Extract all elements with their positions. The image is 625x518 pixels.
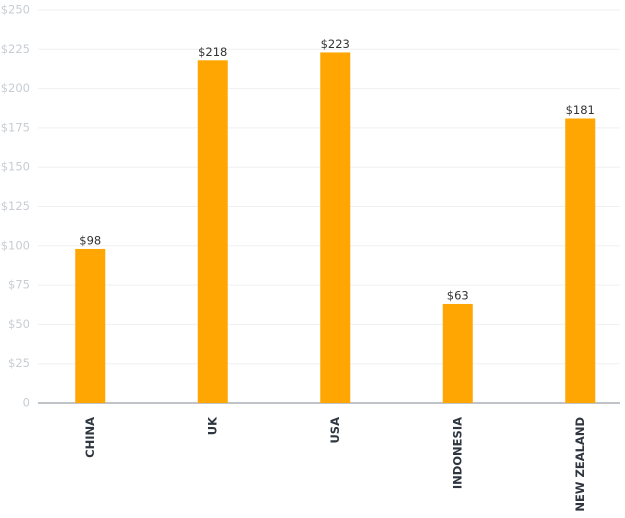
y-tick-label: $50 (8, 317, 30, 331)
y-tick-label: $175 (1, 120, 30, 134)
y-tick-label: $200 (1, 81, 30, 95)
value-label: $181 (566, 103, 595, 117)
x-tick-label: UK (205, 416, 219, 435)
y-tick-label: $25 (8, 356, 30, 370)
y-tick-label: $125 (1, 199, 30, 213)
value-label: $98 (79, 233, 101, 247)
bar (197, 60, 228, 403)
bar (442, 303, 473, 403)
y-tick-label: 0 (23, 396, 30, 410)
y-tick-label: $100 (1, 238, 30, 252)
x-tick-label: CHINA (83, 417, 97, 458)
y-tick-label: $250 (1, 3, 30, 17)
bar (565, 118, 596, 403)
y-tick-label: $75 (8, 278, 30, 292)
x-tick-label: INDONESIA (450, 417, 464, 489)
x-tick-label: NEW ZEALAND (573, 417, 587, 512)
x-tick-label: USA (328, 417, 342, 444)
value-label: $63 (447, 288, 469, 302)
y-tick-label: $225 (1, 42, 30, 56)
bar (320, 52, 351, 403)
value-label: $218 (198, 45, 227, 59)
bar (75, 248, 106, 403)
value-label: $223 (321, 37, 350, 51)
y-tick-label: $150 (1, 160, 30, 174)
